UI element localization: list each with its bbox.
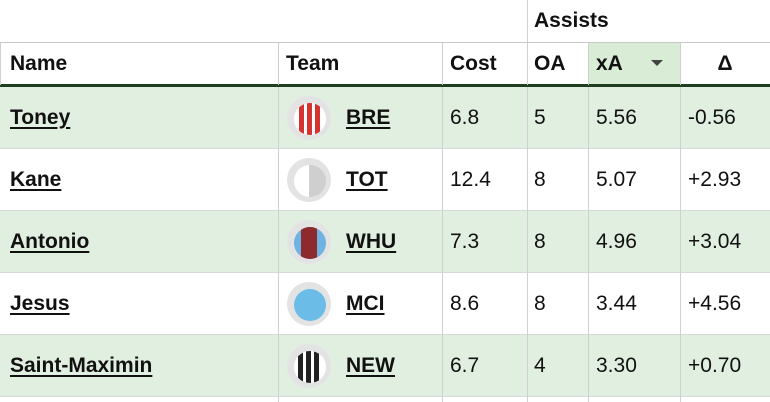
divider — [0, 43, 1, 85]
divider — [442, 211, 443, 273]
divider — [278, 397, 279, 402]
team-badge — [287, 344, 331, 388]
divider — [680, 149, 681, 211]
player-name[interactable]: Kane — [10, 168, 62, 191]
divider — [442, 273, 443, 335]
divider — [588, 87, 589, 149]
player-name[interactable]: Antonio — [10, 230, 90, 253]
divider — [278, 211, 279, 273]
divider — [527, 87, 528, 149]
delta: +4.56 — [688, 292, 742, 315]
divider — [527, 149, 528, 211]
delta: +0.70 — [688, 354, 742, 377]
team-badge — [287, 282, 331, 326]
team-code[interactable]: MCI — [346, 292, 385, 315]
divider — [527, 43, 528, 85]
row-divider — [0, 334, 770, 335]
column-header: Δ — [717, 52, 733, 75]
divider — [680, 87, 681, 149]
divider — [527, 397, 528, 402]
row-divider — [0, 272, 770, 273]
divider — [527, 273, 528, 335]
divider — [588, 273, 589, 335]
oa: 8 — [534, 292, 546, 315]
divider — [527, 0, 528, 42]
row-divider — [0, 148, 770, 149]
column-header: xA — [596, 52, 623, 75]
xa: 5.56 — [596, 106, 637, 129]
divider — [680, 335, 681, 397]
header-rule — [0, 84, 770, 87]
divider — [588, 149, 589, 211]
divider — [588, 335, 589, 397]
team-code[interactable]: BRE — [346, 106, 391, 129]
divider — [442, 149, 443, 211]
divider — [527, 335, 528, 397]
divider — [588, 43, 589, 85]
group-header: Assists — [534, 9, 609, 32]
cost: 8.6 — [450, 292, 480, 315]
player-name[interactable]: Jesus — [10, 292, 70, 315]
xa: 5.07 — [596, 168, 637, 191]
team-badge — [287, 220, 331, 264]
row-divider — [0, 210, 770, 211]
divider — [278, 87, 279, 149]
divider — [527, 211, 528, 273]
xa: 3.44 — [596, 292, 637, 315]
column-header: Team — [286, 52, 340, 75]
divider — [278, 149, 279, 211]
cost: 12.4 — [450, 168, 491, 191]
divider — [442, 43, 443, 85]
delta: -0.56 — [688, 106, 736, 129]
player-name[interactable]: Saint-Maximin — [10, 354, 153, 377]
divider — [278, 43, 279, 85]
sorted-header-bg — [588, 43, 680, 85]
column-header: OA — [534, 52, 566, 75]
divider — [0, 42, 770, 43]
team-code[interactable]: WHU — [346, 230, 397, 253]
team-badge — [287, 96, 331, 140]
table-row — [0, 211, 770, 273]
oa: 4 — [534, 354, 546, 377]
oa: 5 — [534, 106, 546, 129]
divider — [442, 335, 443, 397]
column-header: Cost — [450, 52, 497, 75]
divider — [680, 273, 681, 335]
divider — [588, 211, 589, 273]
table-row — [0, 149, 770, 211]
cost: 7.3 — [450, 230, 480, 253]
divider — [680, 43, 681, 85]
row-divider — [0, 396, 770, 397]
delta: +2.93 — [688, 168, 742, 191]
table-row — [0, 273, 770, 335]
oa: 8 — [534, 168, 546, 191]
team-code[interactable]: NEW — [346, 354, 395, 377]
divider — [680, 211, 681, 273]
divider — [442, 397, 443, 402]
team-code[interactable]: TOT — [346, 168, 388, 191]
table-row — [0, 335, 770, 397]
player-name[interactable]: Toney — [10, 106, 71, 129]
sort-indicator[interactable] — [650, 58, 664, 68]
column-header: Name — [10, 52, 68, 75]
team-badge — [287, 158, 331, 202]
divider — [588, 397, 589, 402]
oa: 8 — [534, 230, 546, 253]
cost: 6.8 — [450, 106, 480, 129]
xa: 3.30 — [596, 354, 637, 377]
delta: +3.04 — [688, 230, 742, 253]
table-row — [0, 87, 770, 149]
divider — [278, 335, 279, 397]
xa: 4.96 — [596, 230, 637, 253]
divider — [278, 273, 279, 335]
cost: 6.7 — [450, 354, 480, 377]
divider — [442, 87, 443, 149]
divider — [680, 397, 681, 402]
